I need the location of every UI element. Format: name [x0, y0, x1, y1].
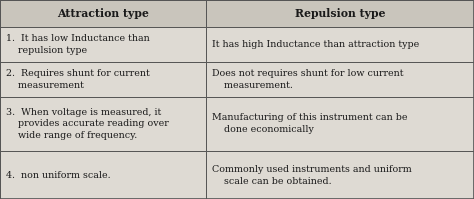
Text: Commonly used instruments and uniform
    scale can be obtained.: Commonly used instruments and uniform sc…: [212, 165, 412, 185]
Text: Does not requires shunt for low current
    measurement.: Does not requires shunt for low current …: [212, 69, 404, 90]
Bar: [206, 151, 474, 199]
Bar: [206, 27, 474, 62]
Text: 1.  It has low Inductance than
    repulsion type: 1. It has low Inductance than repulsion …: [6, 34, 150, 55]
Bar: [0, 151, 206, 199]
Bar: [206, 0, 474, 27]
Text: Attraction type: Attraction type: [57, 8, 149, 19]
Text: 2.  Requires shunt for current
    measurement: 2. Requires shunt for current measuremen…: [6, 69, 150, 90]
Text: Manufacturing of this instrument can be
    done economically: Manufacturing of this instrument can be …: [212, 113, 408, 134]
Bar: [206, 97, 474, 151]
Bar: [0, 97, 206, 151]
Text: Repulsion type: Repulsion type: [295, 8, 385, 19]
Bar: [0, 27, 206, 62]
Text: 4.  non uniform scale.: 4. non uniform scale.: [6, 171, 111, 180]
Bar: [0, 62, 206, 97]
Text: 3.  When voltage is measured, it
    provides accurate reading over
    wide ran: 3. When voltage is measured, it provides…: [6, 108, 169, 140]
Bar: [206, 62, 474, 97]
Text: It has high Inductance than attraction type: It has high Inductance than attraction t…: [212, 40, 419, 49]
Bar: [0, 0, 206, 27]
